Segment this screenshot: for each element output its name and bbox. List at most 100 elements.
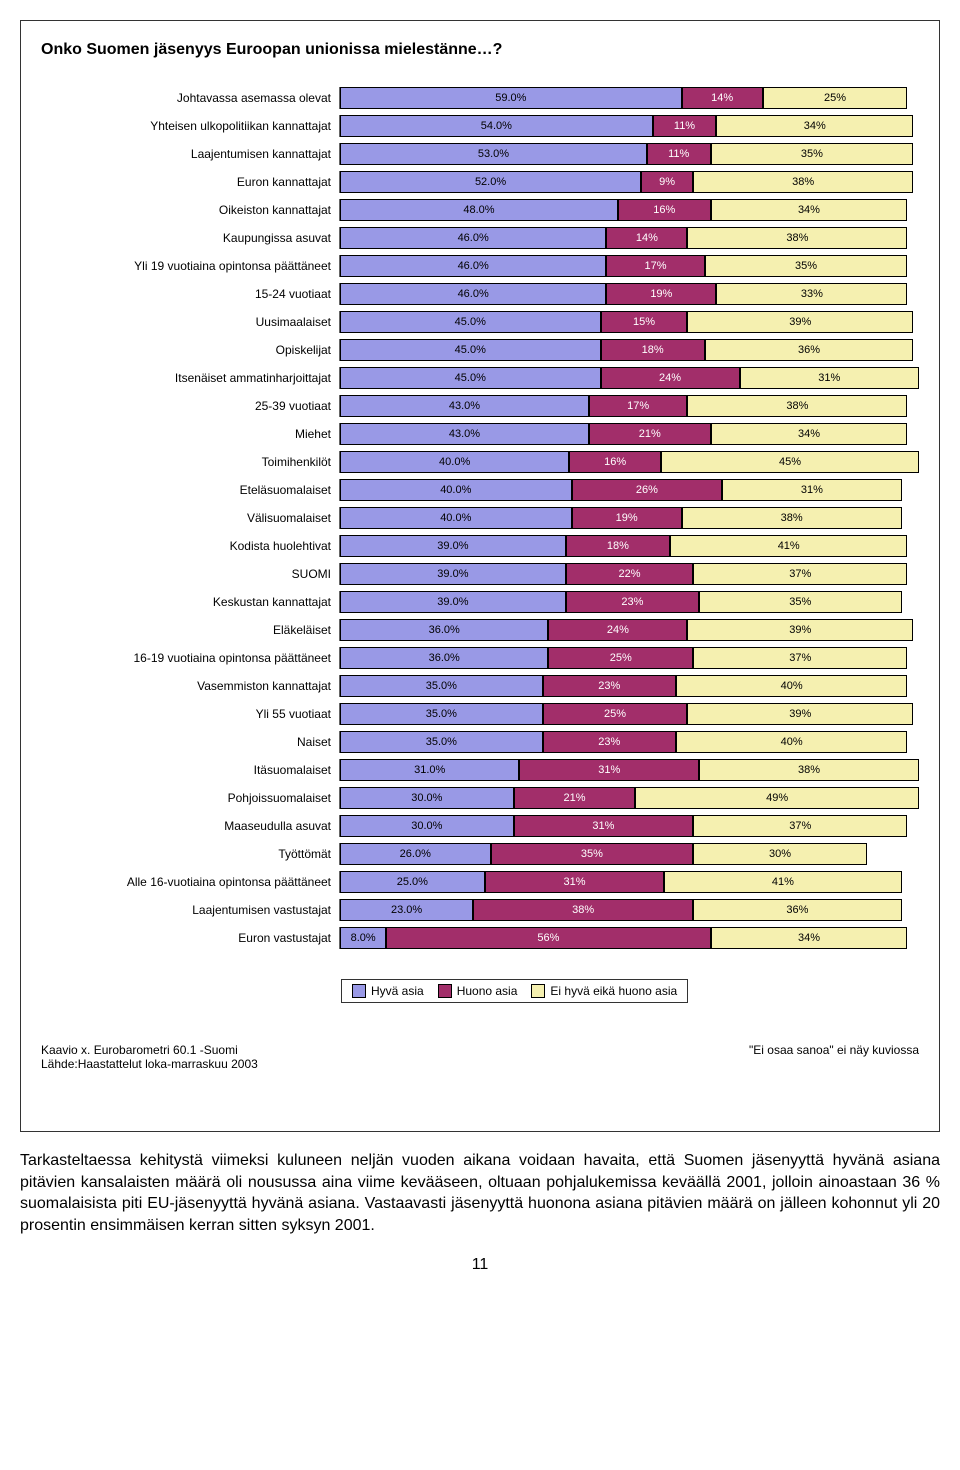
bar-area: 40.0%26%31%	[339, 479, 919, 501]
seg-good: 40.0%	[340, 451, 569, 473]
row-label: 15-24 vuotiaat	[41, 283, 339, 305]
bar-row: Opiskelijat45.0%18%36%	[41, 339, 919, 361]
bar-area: 59.0%14%25%	[339, 87, 919, 109]
bar-row: Oikeiston kannattajat48.0%16%34%	[41, 199, 919, 221]
seg-good: 39.0%	[340, 591, 566, 613]
row-label: Uusimaalaiset	[41, 311, 339, 333]
bar-area: 26.0%35%30%	[339, 843, 919, 865]
legend-label-good: Hyvä asia	[371, 984, 424, 998]
seg-neither: 30%	[693, 843, 867, 865]
seg-neither: 49%	[635, 787, 919, 809]
seg-neither: 40%	[676, 731, 908, 753]
bar-row: Kaupungissa asuvat46.0%14%38%	[41, 227, 919, 249]
legend-item-good: Hyvä asia	[352, 984, 424, 998]
seg-bad: 23%	[543, 675, 676, 697]
bar-area: 40.0%19%38%	[339, 507, 919, 529]
bar-area: 45.0%24%31%	[339, 367, 919, 389]
bar-row: Yli 19 vuotiaina opintonsa päättäneet46.…	[41, 255, 919, 277]
bar-row: Pohjoissuomalaiset30.0%21%49%	[41, 787, 919, 809]
seg-good: 39.0%	[340, 563, 566, 585]
row-label: Laajentumisen vastustajat	[41, 899, 339, 921]
bar-area: 39.0%18%41%	[339, 535, 919, 557]
bar-area: 45.0%15%39%	[339, 311, 919, 333]
seg-good: 40.0%	[340, 507, 572, 529]
bar-row: Yli 55 vuotiaat35.0%25%39%	[41, 703, 919, 725]
bar-row: Työttömät26.0%35%30%	[41, 843, 919, 865]
seg-good: 59.0%	[340, 87, 682, 109]
bar-area: 43.0%21%34%	[339, 423, 919, 445]
seg-neither: 34%	[711, 423, 908, 445]
bar-row: Euron kannattajat52.0%9%38%	[41, 171, 919, 193]
bar-area: 39.0%22%37%	[339, 563, 919, 585]
bar-area: 36.0%24%39%	[339, 619, 919, 641]
legend-item-neither: Ei hyvä eikä huono asia	[531, 984, 677, 998]
seg-good: 25.0%	[340, 871, 485, 893]
row-label: Opiskelijat	[41, 339, 339, 361]
row-label: Maaseudulla asuvat	[41, 815, 339, 837]
seg-neither: 33%	[716, 283, 907, 305]
seg-good: 52.0%	[340, 171, 641, 193]
seg-neither: 35%	[705, 255, 908, 277]
seg-good: 53.0%	[340, 143, 647, 165]
row-label: Eläkeläiset	[41, 619, 339, 641]
bar-area: 35.0%23%40%	[339, 675, 919, 697]
row-label: 16-19 vuotiaina opintonsa päättäneet	[41, 647, 339, 669]
row-label: Toimihenkilöt	[41, 451, 339, 473]
seg-bad: 11%	[653, 115, 717, 137]
seg-bad: 31%	[519, 759, 698, 781]
seg-neither: 34%	[711, 199, 908, 221]
bar-row: Kodista huolehtivat39.0%18%41%	[41, 535, 919, 557]
seg-good: 35.0%	[340, 703, 543, 725]
seg-bad: 18%	[566, 535, 670, 557]
seg-neither: 36%	[693, 899, 901, 921]
seg-bad: 21%	[589, 423, 711, 445]
row-label: Alle 16-vuotiaina opintonsa päättäneet	[41, 871, 339, 893]
row-label: Pohjoissuomalaiset	[41, 787, 339, 809]
row-label: Yhteisen ulkopolitiikan kannattajat	[41, 115, 339, 137]
bar-area: 48.0%16%34%	[339, 199, 919, 221]
seg-neither: 25%	[763, 87, 908, 109]
seg-good: 45.0%	[340, 339, 601, 361]
seg-neither: 37%	[693, 563, 907, 585]
seg-good: 39.0%	[340, 535, 566, 557]
seg-good: 43.0%	[340, 395, 589, 417]
chart-container: Onko Suomen jäsenyys Euroopan unionissa …	[20, 20, 940, 1132]
seg-neither: 39%	[687, 311, 913, 333]
row-label: Yli 55 vuotiaat	[41, 703, 339, 725]
bar-area: 35.0%23%40%	[339, 731, 919, 753]
row-label: Miehet	[41, 423, 339, 445]
row-label: Euron kannattajat	[41, 171, 339, 193]
seg-neither: 36%	[705, 339, 913, 361]
seg-neither: 34%	[711, 927, 908, 949]
seg-bad: 19%	[606, 283, 716, 305]
seg-neither: 35%	[699, 591, 902, 613]
row-label: Itäsuomalaiset	[41, 759, 339, 781]
row-label: Keskustan kannattajat	[41, 591, 339, 613]
bar-row: Itäsuomalaiset31.0%31%38%	[41, 759, 919, 781]
bar-area: 43.0%17%38%	[339, 395, 919, 417]
bar-row: 25-39 vuotiaat43.0%17%38%	[41, 395, 919, 417]
row-label: SUOMI	[41, 563, 339, 585]
swatch-bad	[438, 984, 452, 998]
row-label: 25-39 vuotiaat	[41, 395, 339, 417]
bar-area: 8.0%56%34%	[339, 927, 919, 949]
row-label: Itsenäiset ammatinharjoittajat	[41, 367, 339, 389]
seg-bad: 26%	[572, 479, 723, 501]
seg-neither: 40%	[676, 675, 908, 697]
seg-bad: 23%	[566, 591, 699, 613]
seg-bad: 19%	[572, 507, 682, 529]
seg-neither: 39%	[687, 619, 913, 641]
seg-neither: 41%	[664, 871, 901, 893]
seg-good: 36.0%	[340, 619, 548, 641]
bar-area: 54.0%11%34%	[339, 115, 919, 137]
bar-row: 16-19 vuotiaina opintonsa päättäneet36.0…	[41, 647, 919, 669]
seg-neither: 31%	[722, 479, 901, 501]
seg-good: 35.0%	[340, 731, 543, 753]
footer-source: Kaavio x. Eurobarometri 60.1 -Suomi	[41, 1043, 258, 1057]
row-label: Oikeiston kannattajat	[41, 199, 339, 221]
seg-bad: 14%	[682, 87, 763, 109]
bar-area: 46.0%19%33%	[339, 283, 919, 305]
bar-area: 40.0%16%45%	[339, 451, 919, 473]
seg-good: 40.0%	[340, 479, 572, 501]
seg-good: 23.0%	[340, 899, 473, 921]
